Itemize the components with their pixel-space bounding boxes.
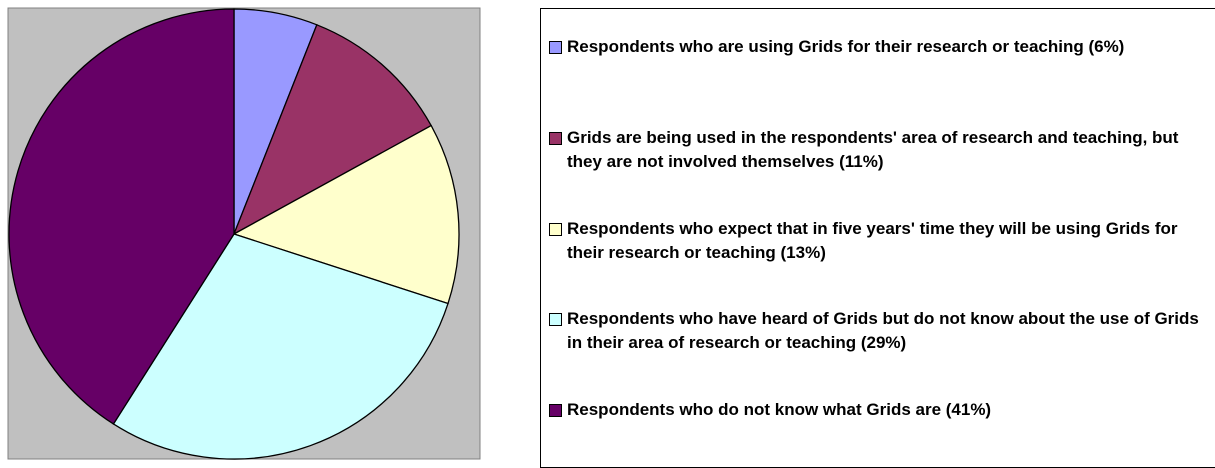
legend-swatch <box>549 313 562 326</box>
pie-slice <box>112 233 449 460</box>
pie-slice <box>8 8 235 425</box>
legend-entry: Respondents who have heard of Grids but … <box>549 307 1209 355</box>
pie-slice <box>232 124 460 305</box>
pie-slice <box>232 23 433 236</box>
legend-swatch <box>549 41 562 54</box>
legend-swatch <box>549 223 562 236</box>
legend-swatch <box>549 132 562 145</box>
legend-label: Respondents who have heard of Grids but … <box>567 309 1199 352</box>
legend-label: Grids are being used in the respondents'… <box>567 128 1179 171</box>
plot-area <box>7 7 481 460</box>
legend-entry: Respondents who do not know what Grids a… <box>549 398 1209 422</box>
legend-label: Respondents who are using Grids for thei… <box>567 37 1125 56</box>
legend-entry: Respondents who are using Grids for thei… <box>549 35 1209 59</box>
legend-entry: Respondents who expect that in five year… <box>549 217 1209 265</box>
legend-entry: Grids are being used in the respondents'… <box>549 126 1209 174</box>
legend: Respondents who are using Grids for thei… <box>540 8 1215 468</box>
legend-label: Respondents who expect that in five year… <box>567 219 1178 262</box>
legend-swatch <box>549 404 562 417</box>
legend-label: Respondents who do not know what Grids a… <box>567 400 992 419</box>
